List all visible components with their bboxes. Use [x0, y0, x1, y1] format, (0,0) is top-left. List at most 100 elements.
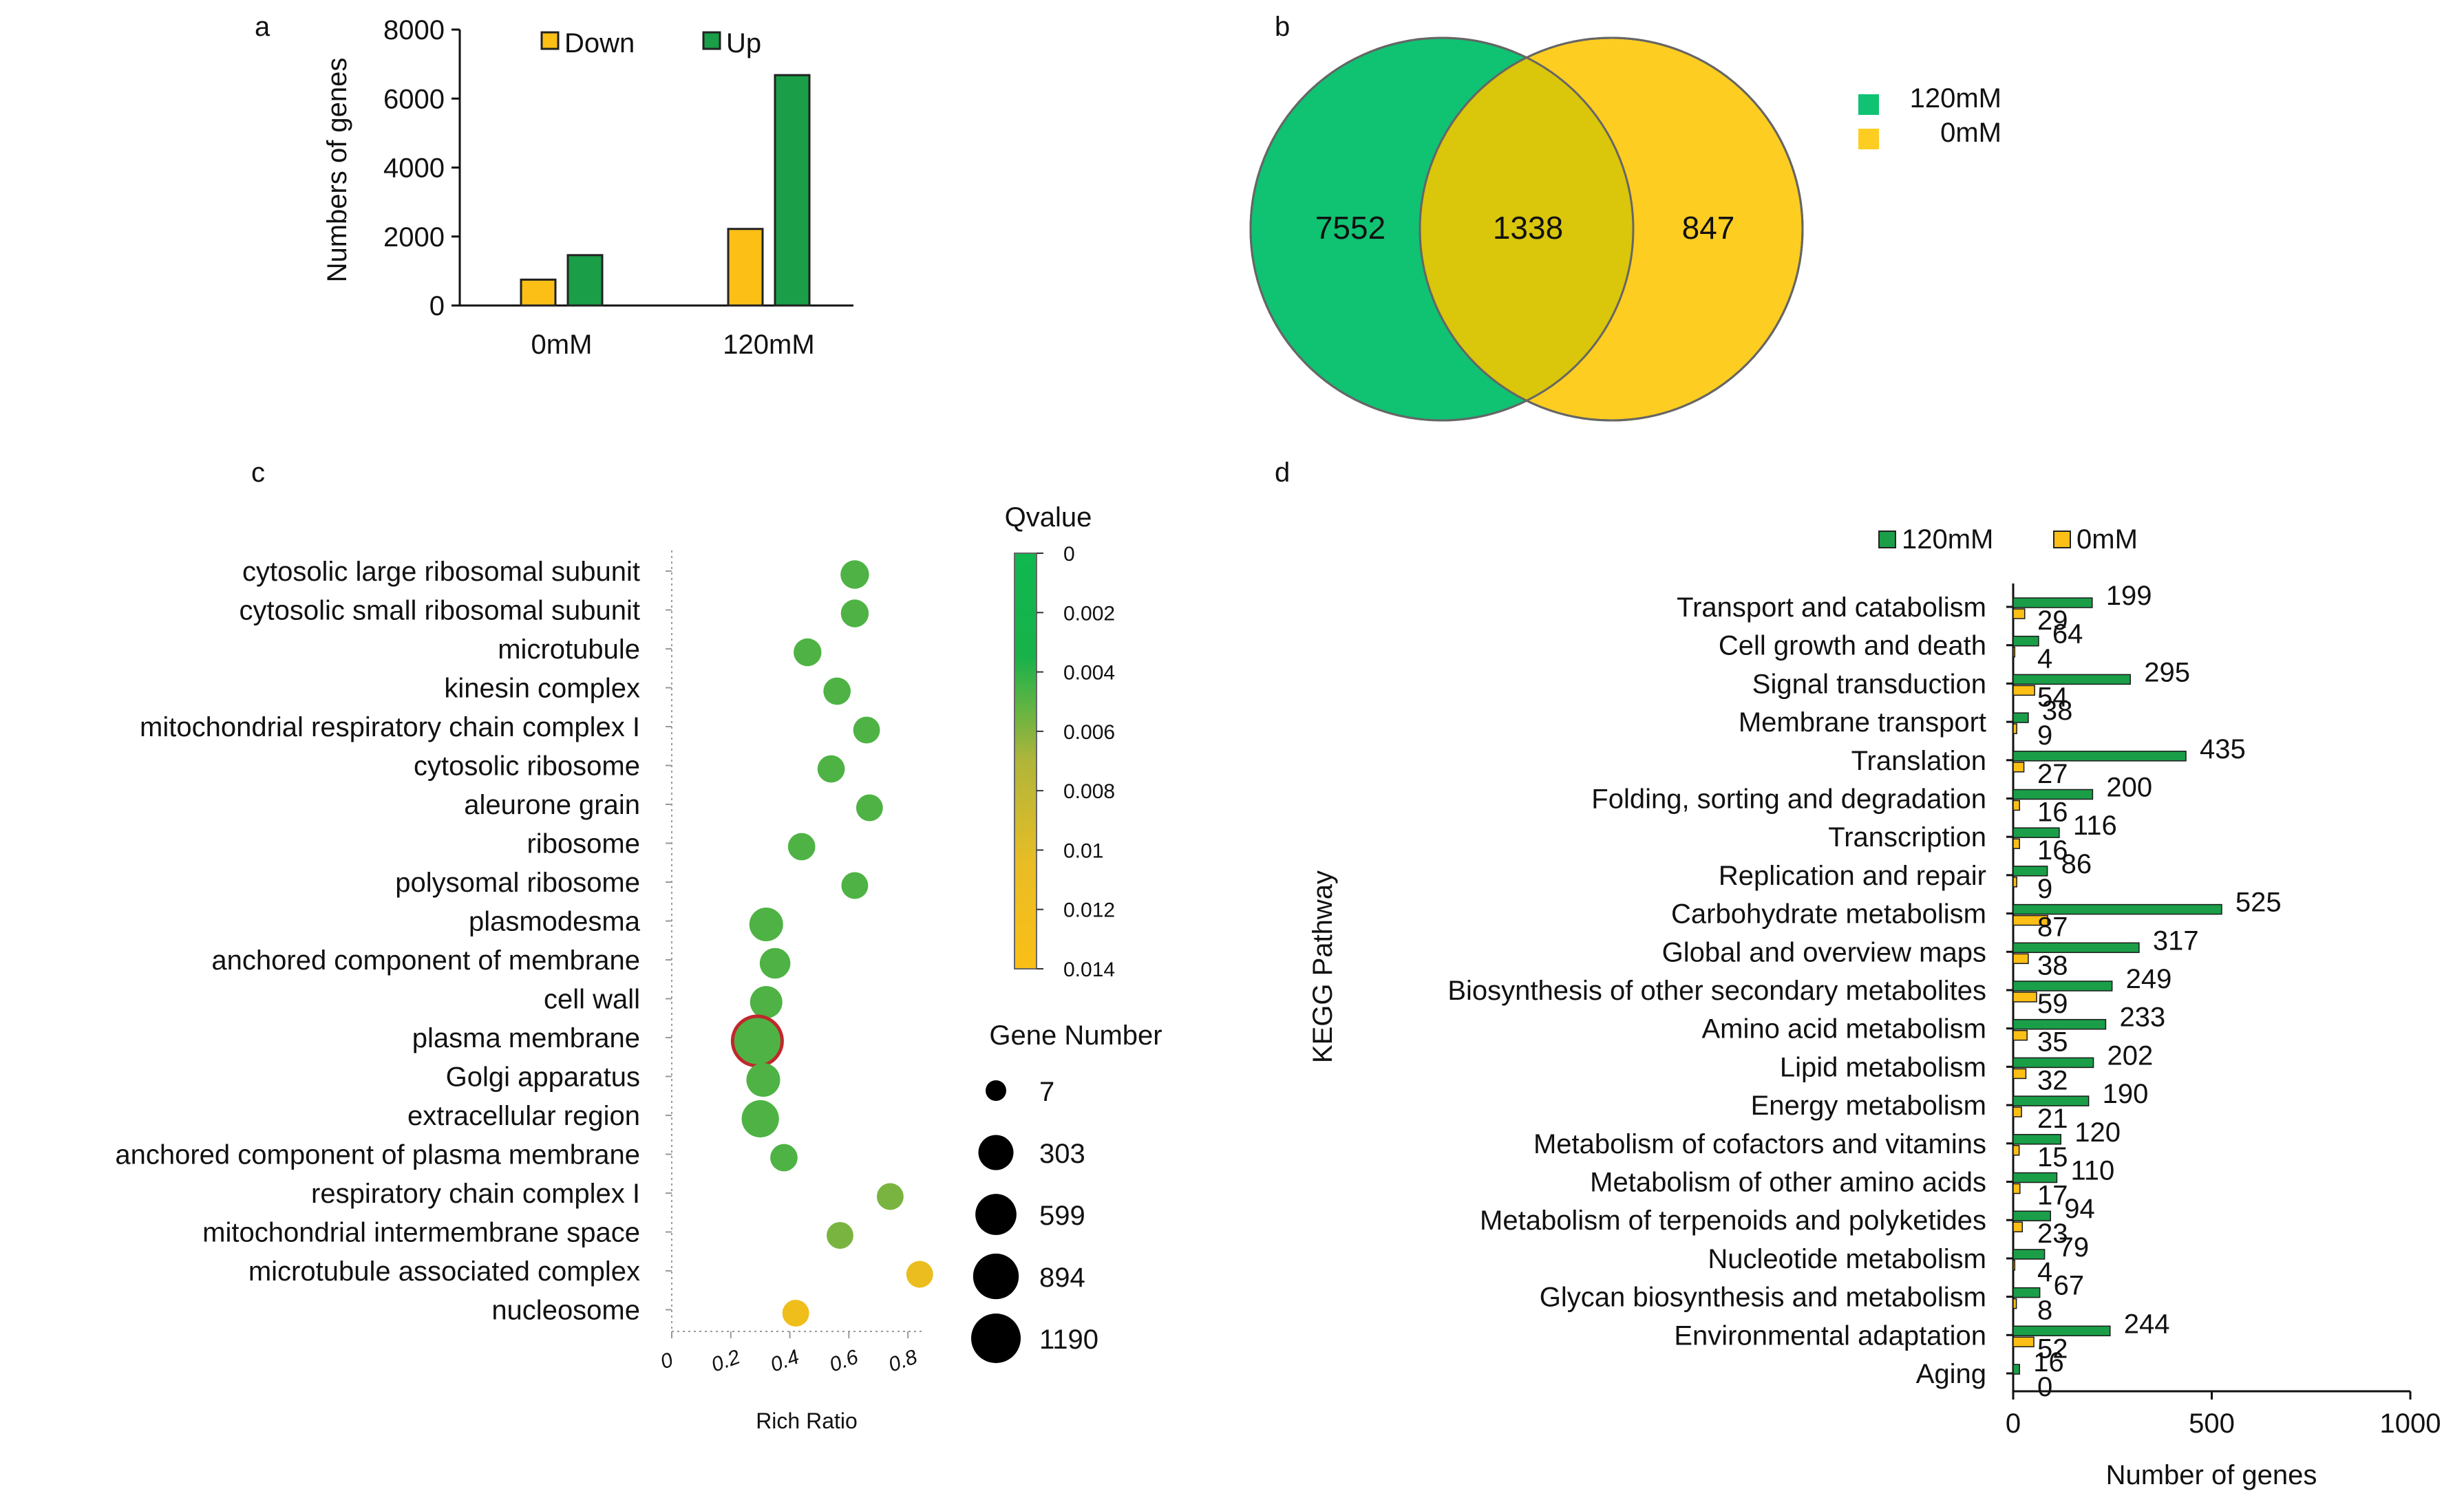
- panel-d-kegg-bar-chart: 0 500 1000 Number of genes KEGG Pathway Trans…: [1308, 524, 2441, 1490]
- bubble-point: [840, 560, 869, 589]
- pathway-label: Environmental adaptation: [1674, 1320, 1986, 1351]
- venn-count-only-0mM: 847: [1682, 210, 1735, 246]
- bubble-point: [840, 599, 869, 628]
- qvalue-tick-label: 0.012: [1063, 899, 1115, 922]
- bubble-point: [750, 986, 783, 1018]
- y-tick-label: 4000: [383, 153, 445, 184]
- bubble-point: [794, 638, 822, 667]
- data-label-0mM: 21: [2037, 1104, 2068, 1134]
- x-tick-label: 1000: [2380, 1408, 2441, 1439]
- panel-label-a: a: [255, 12, 270, 42]
- bar-120mM: [2012, 1325, 2111, 1337]
- x-tick-label: 120mM: [723, 330, 814, 360]
- bubble-point: [770, 1144, 798, 1172]
- term-label: kinesin complex: [444, 674, 640, 704]
- bar-120mM: [2012, 1018, 2107, 1030]
- term-label: mitochondrial respiratory chain complex …: [140, 712, 640, 742]
- bar-120mM: [2012, 789, 2094, 800]
- gene-number-legend-label: 894: [1039, 1263, 1085, 1293]
- bar-0mM: [2012, 1336, 2035, 1348]
- bar-0mM: [2012, 1298, 2017, 1309]
- bar-120mM: [2012, 980, 2113, 992]
- bar-0mM: [2012, 1260, 2016, 1271]
- term-label: cytosolic ribosome: [414, 751, 640, 782]
- qvalue-tick-label: 0.014: [1063, 958, 1115, 981]
- bar-120mM: [2012, 635, 2039, 647]
- bar-120mM: [2012, 597, 2093, 608]
- data-label-120mM: 199: [2106, 581, 2152, 611]
- data-label-0mM: 8: [2037, 1296, 2052, 1326]
- term-label: anchored component of plasma membrane: [115, 1140, 640, 1170]
- data-label-0mM: 35: [2037, 1027, 2068, 1058]
- bar-0mM: [2012, 1029, 2028, 1041]
- data-label-120mM: 79: [2059, 1232, 2090, 1263]
- bar-0mM: [2012, 1221, 2024, 1232]
- x-axis-label: Number of genes: [2106, 1460, 2317, 1490]
- bar-120mM: [2012, 1249, 2046, 1260]
- data-label-0mM: 29: [2037, 606, 2068, 636]
- bubble-point: [906, 1261, 933, 1288]
- bar-120mM: [2012, 903, 2222, 915]
- bar-up-0mm: [566, 254, 604, 307]
- qvalue-tick-label: 0.006: [1063, 721, 1115, 744]
- data-label-120mM: 86: [2061, 849, 2092, 879]
- bubble-point: [841, 872, 869, 899]
- bar-120mM: [2012, 674, 2131, 685]
- panel-label-b: b: [1275, 12, 1290, 42]
- qvalue-tick-label: 0.008: [1063, 780, 1115, 803]
- legend-swatch-0mM: [1858, 129, 1879, 149]
- bar-0mM: [2012, 1106, 2022, 1117]
- data-label-0mM: 9: [2037, 874, 2052, 904]
- data-label-120mM: 64: [2052, 619, 2083, 650]
- y-tick-label: 6000: [383, 84, 445, 114]
- bar-0mM: [2012, 953, 2029, 965]
- bar-0mM: [2012, 608, 2026, 619]
- data-label-120mM: 120: [2074, 1117, 2121, 1148]
- term-label: cytosolic large ribosomal subunit: [242, 557, 640, 587]
- qvalue-tick-label: 0.002: [1063, 602, 1115, 625]
- data-label-120mM: 317: [2153, 925, 2199, 956]
- data-label-120mM: 202: [2107, 1040, 2154, 1071]
- bar-0mM: [2012, 914, 2048, 926]
- qvalue-legend-title: Qvalue: [1005, 502, 1092, 533]
- pathway-label: Amino acid metabolism: [1702, 1014, 1987, 1044]
- bubble-point: [730, 1014, 784, 1068]
- bubble-point: [741, 1100, 779, 1138]
- bar-0mM: [2012, 838, 2020, 849]
- legend-label-120mM: 120mM: [1902, 524, 1993, 555]
- x-tick-label: 500: [2189, 1408, 2235, 1439]
- bubble-point: [759, 947, 791, 979]
- venn-count-both: 1338: [1493, 210, 1563, 246]
- data-label-0mM: 23: [2037, 1219, 2068, 1249]
- pathway-label: Carbohydrate metabolism: [1671, 899, 1986, 930]
- pathway-label: Signal transduction: [1752, 669, 1986, 699]
- panel-label-c: c: [251, 458, 265, 488]
- data-label-120mM: 16: [2033, 1347, 2064, 1378]
- gene-number-legend-label: 7: [1039, 1077, 1054, 1107]
- bar-120mM: [2012, 1172, 2058, 1183]
- data-label-0mM: 4: [2037, 1257, 2052, 1287]
- gene-number-legend-circle: [973, 1253, 1019, 1300]
- data-label-0mM: 15: [2037, 1142, 2068, 1172]
- x-tick-label: 0.4: [767, 1345, 802, 1376]
- data-label-120mM: 295: [2144, 657, 2190, 687]
- bar-0mM: [2012, 762, 2025, 773]
- x-tick-label: 0: [2006, 1408, 2021, 1439]
- data-label-120mM: 110: [2070, 1156, 2114, 1186]
- bubble-point: [856, 794, 883, 822]
- bar-120mM: [2012, 1057, 2094, 1069]
- data-label-120mM: 200: [2106, 773, 2152, 803]
- data-label-0mM: 87: [2037, 912, 2068, 943]
- term-label: anchored component of membrane: [211, 945, 640, 976]
- pathway-label: Aging: [1916, 1359, 1986, 1389]
- legend-label-0mM: 0mM: [2077, 524, 2138, 555]
- venn-overlap-region: [1420, 38, 1633, 420]
- legend-swatch-up: [702, 31, 721, 50]
- data-label-0mM: 16: [2037, 835, 2068, 866]
- bar-120mM: [2012, 1287, 2041, 1298]
- bar-0mM: [2012, 877, 2017, 888]
- venn-outline-120mM: [1249, 36, 1635, 422]
- bubble-point: [817, 755, 845, 783]
- gene-number-legend-circle: [971, 1314, 1021, 1363]
